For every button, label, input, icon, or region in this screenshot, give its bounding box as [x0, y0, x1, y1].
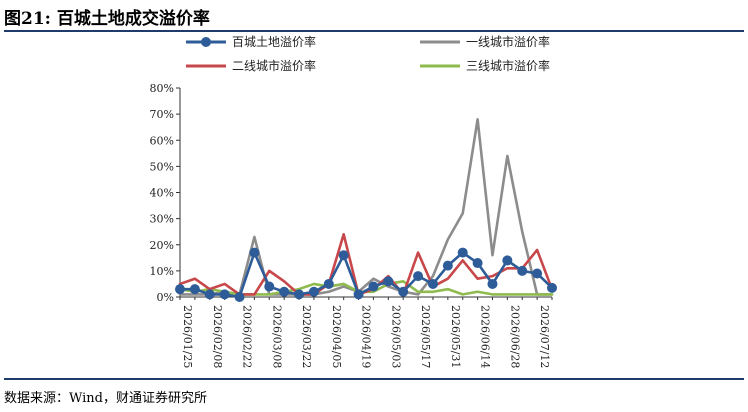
- y-tick-label: 40%: [150, 187, 174, 200]
- data-point: [413, 271, 424, 282]
- data-point: [234, 292, 245, 302]
- legend-label-1: 百城土地溢价率: [232, 34, 316, 49]
- data-point: [204, 289, 215, 300]
- legend-label-2: 一线城市溢价率: [466, 34, 550, 49]
- x-tick-label: 2026/06/14: [479, 305, 492, 368]
- data-point: [279, 286, 290, 297]
- series-line-2: [178, 118, 554, 296]
- y-tick-label: 10%: [150, 265, 174, 278]
- data-point: [383, 276, 394, 287]
- figure-title: 图21: 百城土地成交溢价率: [4, 9, 210, 29]
- top-rule: [4, 30, 744, 32]
- data-point: [294, 289, 305, 300]
- x-tick-label: 2026/01/25: [181, 305, 194, 368]
- data-point: [219, 289, 230, 300]
- x-tick-label: 2026/05/31: [449, 305, 462, 368]
- data-point: [338, 250, 349, 261]
- data-point: [323, 278, 334, 289]
- x-tick-label: 2026/05/17: [419, 305, 432, 368]
- plot-area: [175, 118, 557, 302]
- y-tick-label: 20%: [150, 239, 174, 252]
- x-tick-label: 2026/04/19: [360, 305, 373, 368]
- data-point: [442, 260, 453, 271]
- y-tick-label: 60%: [150, 134, 174, 147]
- y-tick-label: 50%: [150, 160, 174, 173]
- data-point: [517, 265, 528, 276]
- y-tick-label: 0%: [157, 291, 174, 304]
- data-point: [457, 247, 468, 258]
- data-point: [398, 286, 409, 297]
- x-tick-label: 2026/06/28: [508, 305, 521, 368]
- data-point: [249, 247, 260, 258]
- y-tick-label: 30%: [150, 213, 174, 226]
- data-point: [308, 286, 319, 297]
- data-point: [368, 281, 379, 292]
- x-tick-label: 2026/07/12: [538, 305, 551, 368]
- bottom-rule: [4, 378, 744, 380]
- legend-label-3: 二线城市溢价率: [232, 58, 316, 73]
- x-tick-label: 2026/02/22: [241, 305, 254, 368]
- y-tick-label: 70%: [150, 108, 174, 121]
- data-point: [353, 289, 364, 300]
- data-point: [175, 284, 185, 295]
- data-point: [189, 284, 200, 295]
- data-point: [532, 268, 543, 279]
- x-tick-label: 2026/02/08: [211, 305, 224, 368]
- data-point: [502, 255, 513, 266]
- x-tick-label: 2026/04/05: [330, 305, 343, 368]
- y-tick-label: 80%: [150, 82, 174, 95]
- legend-marker: [201, 37, 211, 47]
- legend-label-4: 三线城市溢价率: [466, 58, 550, 73]
- data-point: [547, 282, 557, 293]
- axes: 0% 10% 20% 30% 40% 50% 60% 70% 80% 2026/01/25 2026…: [150, 82, 553, 368]
- data-point: [264, 281, 275, 292]
- x-tick-label: 2026/03/22: [300, 305, 313, 368]
- source-note: 数据来源：Wind，财通证券研究所: [4, 391, 207, 406]
- x-tick-label: 2026/03/08: [270, 305, 283, 368]
- data-point: [472, 258, 483, 269]
- x-tick-label: 2026/05/03: [389, 305, 402, 368]
- data-point: [427, 278, 438, 289]
- data-point: [487, 278, 498, 289]
